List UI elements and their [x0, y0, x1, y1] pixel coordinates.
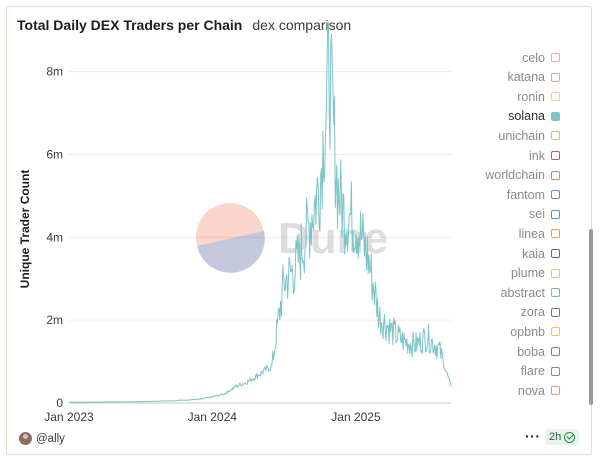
y-tick-label: 6m — [46, 147, 63, 161]
legend-label: solana — [508, 109, 545, 124]
legend-scrollbar[interactable] — [589, 229, 593, 405]
author[interactable]: @ally — [19, 432, 65, 445]
legend-label: zora — [520, 305, 545, 320]
legend-swatch-icon — [551, 347, 560, 356]
chart-subtitle[interactable]: dex comparison — [252, 17, 352, 33]
legend-swatch-icon — [551, 249, 560, 258]
author-name[interactable]: @ally — [36, 432, 65, 445]
legend-item-fantom[interactable]: fantom — [507, 185, 560, 204]
title-row: Total Daily DEX Traders per Chain dex co… — [17, 17, 351, 37]
legend-swatch-icon — [551, 386, 560, 396]
legend-label: katana — [507, 70, 545, 85]
legend-item-sei[interactable]: sei — [529, 205, 560, 224]
y-tick-label: 2m — [46, 313, 63, 327]
legend-swatch-icon — [551, 151, 560, 160]
legend-swatch-icon — [551, 229, 560, 239]
y-tick-label: 4m — [46, 230, 63, 244]
legend-item-ink[interactable]: ink — [529, 146, 560, 165]
legend-label: opbnb — [510, 324, 545, 339]
legend-swatch-icon — [551, 170, 560, 180]
legend-swatch-icon — [551, 327, 560, 337]
legend-label: kaia — [522, 246, 545, 261]
legend-item-zora[interactable]: zora — [521, 303, 560, 322]
legend-label: linea — [518, 226, 545, 241]
legend-label: sei — [529, 207, 545, 222]
more-options-icon[interactable]: ··· — [525, 428, 541, 444]
legend-item-nova[interactable]: nova — [518, 381, 560, 400]
x-tick-label: Jan 2023 — [44, 410, 94, 424]
legend-label: unichain — [498, 128, 545, 143]
legend-label: celo — [522, 50, 545, 65]
legend-swatch-icon — [551, 268, 560, 278]
legend-item-solana[interactable]: solana — [508, 107, 560, 126]
legend-swatch-icon — [551, 190, 560, 200]
y-tick-label: 0 — [56, 396, 63, 410]
legend-swatch-icon — [551, 366, 560, 376]
y-axis-label: Unique Trader Count — [18, 170, 32, 289]
legend-label: nova — [517, 383, 545, 398]
watermark-text: Dune — [278, 214, 388, 263]
legend-item-worldchain[interactable]: worldchain — [485, 166, 560, 185]
legend-swatch-icon — [551, 307, 560, 317]
legend-item-katana[interactable]: katana — [507, 68, 560, 87]
x-tick-label: Jan 2024 — [188, 410, 238, 424]
legend-label: fantom — [506, 187, 545, 202]
legend-swatch-icon — [551, 209, 560, 219]
legend-item-boba[interactable]: boba — [517, 342, 560, 361]
age-label: 2h — [549, 431, 562, 443]
legend-item-unichain[interactable]: unichain — [498, 126, 560, 145]
legend-swatch-icon — [551, 131, 560, 141]
chart-title[interactable]: Total Daily DEX Traders per Chain — [17, 17, 243, 33]
check-circle-icon — [564, 431, 576, 443]
legend-item-kaia[interactable]: kaia — [522, 244, 560, 263]
legend-swatch-icon — [551, 92, 560, 102]
legend-label: boba — [517, 344, 545, 359]
x-tick-label: Jan 2025 — [331, 410, 381, 424]
legend-item-celo[interactable]: celo — [522, 48, 560, 67]
legend-label: plume — [510, 266, 545, 281]
y-tick-label: 8m — [46, 65, 63, 79]
legend-item-ronin[interactable]: ronin — [517, 87, 560, 106]
legend-label: ronin — [517, 89, 545, 104]
legend-swatch-icon — [551, 53, 560, 62]
legend-label: ink — [529, 148, 545, 163]
footer: @ally ··· 2h — [7, 428, 593, 452]
legend-item-abstract[interactable]: abstract — [501, 283, 560, 302]
legend-item-opbnb[interactable]: opbnb — [510, 322, 560, 341]
legend-label: abstract — [500, 285, 545, 300]
legend-swatch-icon — [551, 288, 560, 298]
legend-swatch-icon — [551, 111, 560, 121]
legend-label: worldchain — [485, 168, 545, 183]
legend-swatch-icon — [551, 72, 560, 82]
series-line-solana[interactable] — [69, 22, 452, 403]
avatar[interactable] — [19, 432, 32, 445]
dune-logo-icon — [196, 203, 265, 273]
chart-card: Total Daily DEX Traders per Chain dex co… — [6, 6, 593, 455]
legend-item-flare[interactable]: flare — [521, 362, 560, 381]
legend-item-linea[interactable]: linea — [519, 224, 560, 243]
legend-item-plume[interactable]: plume — [511, 264, 560, 283]
legend-label: flare — [520, 364, 545, 379]
line-chart: 0 2m 4m 6m 8m Jan 2023 Jan 2024 Jan 2025 Unique … — [18, 22, 452, 424]
legend: celo katana ronin solana unichain ink worldcha… — [485, 31, 580, 407]
refresh-status-badge[interactable]: 2h — [545, 429, 580, 445]
